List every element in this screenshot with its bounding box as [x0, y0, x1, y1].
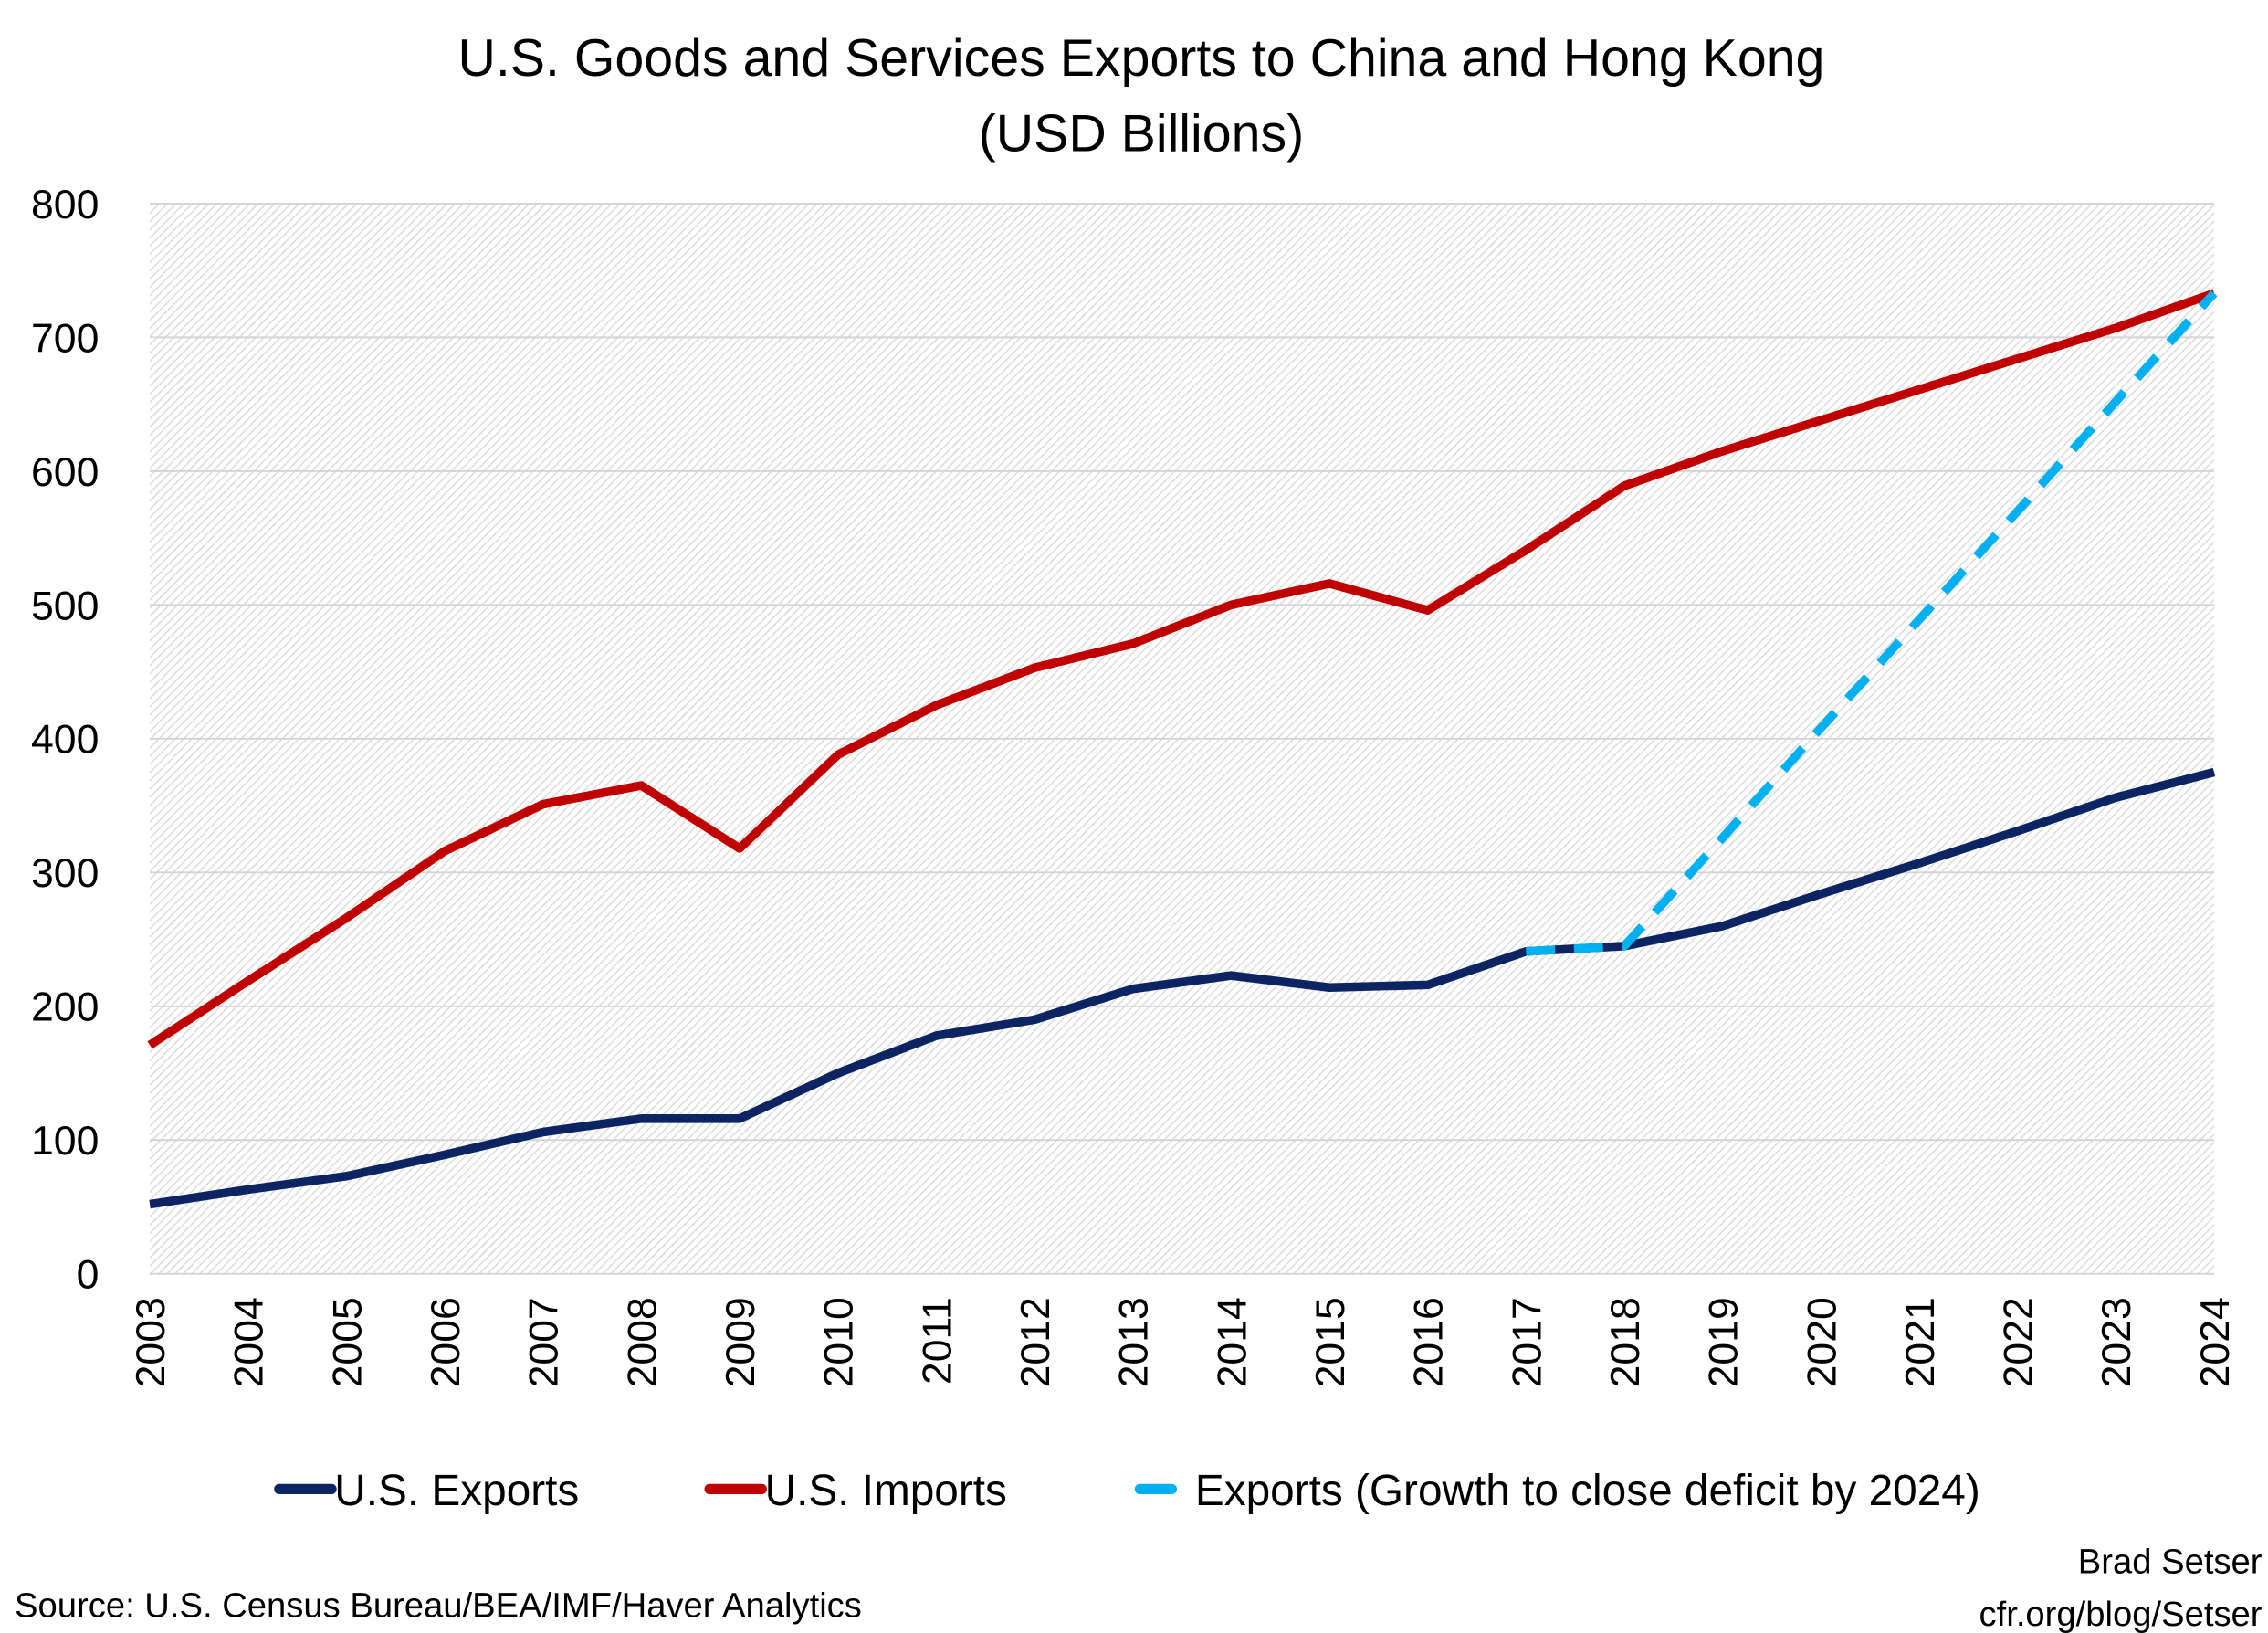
x-tick-label: 2008 — [620, 1297, 665, 1387]
y-tick-label: 600 — [31, 450, 99, 495]
y-tick-label: 200 — [31, 985, 99, 1030]
credit-name: Brad Setser — [2078, 1543, 2263, 1582]
x-tick-label: 2017 — [1505, 1297, 1549, 1387]
x-tick-label: 2021 — [1898, 1297, 1943, 1387]
chart-subtitle: (USD Billions) — [979, 105, 1305, 163]
legend-label-target: Exports (Growth to close deficit by 2024… — [1195, 1467, 1980, 1515]
x-tick-label: 2004 — [227, 1297, 272, 1387]
x-tick-label: 2006 — [424, 1297, 468, 1387]
x-tick-label: 2014 — [1210, 1297, 1255, 1387]
x-tick-label: 2019 — [1702, 1297, 1747, 1387]
x-tick-label: 2022 — [1997, 1297, 2042, 1387]
chart-title: U.S. Goods and Services Exports to China… — [457, 29, 1824, 88]
source-note: Source: U.S. Census Bureau/BEA/IMF/Haver… — [15, 1586, 862, 1625]
x-tick-label: 2020 — [1800, 1297, 1844, 1387]
series-line-0 — [149, 767, 2216, 1209]
series-line-2 — [1526, 290, 2218, 956]
legend-label-imports: U.S. Imports — [765, 1467, 1007, 1515]
series-line-1 — [147, 289, 2216, 1049]
x-tick-label: 2018 — [1603, 1297, 1648, 1387]
y-tick-label: 300 — [31, 851, 99, 896]
y-tick-label: 100 — [31, 1119, 99, 1164]
x-tick-label: 2012 — [1013, 1297, 1058, 1387]
x-tick-label: 2023 — [2095, 1297, 2139, 1387]
x-tick-label: 2024 — [2193, 1297, 2238, 1387]
legend-label-exports: U.S. Exports — [334, 1467, 579, 1515]
y-tick-label: 500 — [31, 584, 99, 628]
x-tick-label: 2011 — [915, 1297, 960, 1385]
x-tick-label: 2010 — [817, 1297, 862, 1387]
x-tick-label: 2007 — [522, 1297, 567, 1387]
legend: U.S. Exports U.S. Imports Exports (Growt… — [274, 1467, 1980, 1515]
y-tick-label: 400 — [31, 718, 99, 763]
y-tick-label: 700 — [31, 316, 99, 361]
x-tick-label: 2015 — [1308, 1297, 1353, 1387]
x-tick-label: 2013 — [1112, 1297, 1157, 1387]
credit-url: cfr.org/blog/Setser — [1979, 1595, 2262, 1633]
x-tick-label: 2009 — [719, 1297, 763, 1387]
y-tick-label: 800 — [31, 183, 99, 227]
y-tick-label: 0 — [77, 1253, 100, 1298]
x-tick-label: 2016 — [1407, 1297, 1452, 1387]
x-tick-label: 2003 — [129, 1297, 173, 1387]
x-tick-label: 2005 — [325, 1297, 370, 1387]
